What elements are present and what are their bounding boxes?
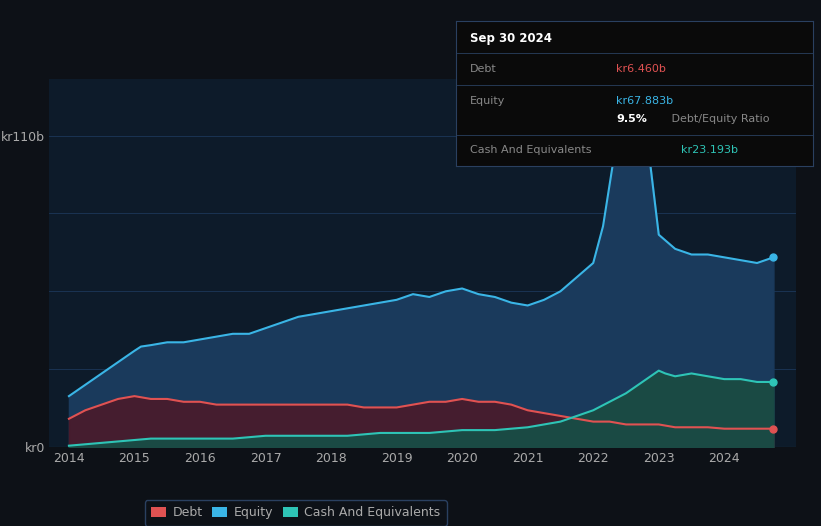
Text: Sep 30 2024: Sep 30 2024	[470, 32, 552, 45]
Text: kr67.883b: kr67.883b	[617, 96, 673, 106]
Legend: Debt, Equity, Cash And Equivalents: Debt, Equity, Cash And Equivalents	[144, 500, 447, 525]
Text: kr23.193b: kr23.193b	[681, 145, 737, 155]
Text: Debt/Equity Ratio: Debt/Equity Ratio	[668, 114, 769, 125]
Text: kr6.460b: kr6.460b	[617, 64, 666, 74]
Text: 9.5%: 9.5%	[617, 114, 647, 125]
Text: Debt: Debt	[470, 64, 497, 74]
Text: Cash And Equivalents: Cash And Equivalents	[470, 145, 591, 155]
Text: Equity: Equity	[470, 96, 505, 106]
